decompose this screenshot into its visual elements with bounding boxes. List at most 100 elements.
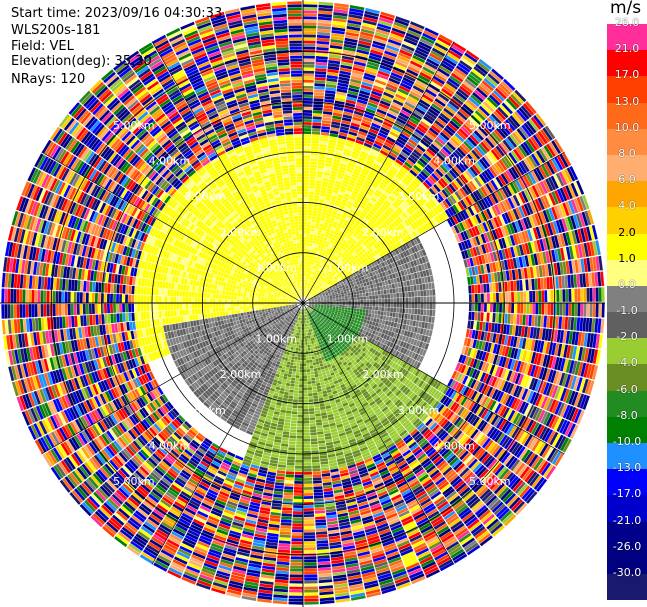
velocity-gate <box>306 230 311 234</box>
velocity-gate <box>490 179 499 191</box>
velocity-gate <box>512 91 525 104</box>
velocity-gate <box>303 28 317 32</box>
velocity-gate <box>385 265 390 271</box>
velocity-gate <box>484 341 489 352</box>
velocity-gate <box>310 295 313 298</box>
velocity-gate <box>495 176 504 188</box>
velocity-gate <box>454 214 462 223</box>
velocity-gate <box>457 88 470 99</box>
velocity-gate <box>493 162 503 174</box>
velocity-gate <box>309 270 312 274</box>
velocity-gate <box>329 276 334 281</box>
velocity-gate <box>368 324 372 329</box>
velocity-gate <box>350 75 363 82</box>
velocity-gate <box>323 296 327 299</box>
velocity-gate <box>393 307 397 313</box>
velocity-gate <box>548 236 554 250</box>
velocity-gate <box>487 219 495 230</box>
velocity-gate <box>531 278 535 290</box>
velocity-gate <box>535 132 546 146</box>
velocity-gate <box>446 218 454 227</box>
velocity-gate <box>416 327 421 334</box>
velocity-gate <box>342 49 356 55</box>
velocity-gate <box>463 230 469 240</box>
velocity-gate <box>471 266 476 276</box>
velocity-gate <box>554 343 560 356</box>
velocity-gate <box>403 319 408 325</box>
velocity-gate <box>576 197 584 212</box>
velocity-gate <box>315 272 318 276</box>
velocity-gate <box>414 303 418 309</box>
velocity-gate <box>373 275 378 280</box>
velocity-gate <box>522 314 526 326</box>
velocity-gate <box>314 297 318 300</box>
velocity-gate <box>472 215 479 225</box>
velocity-gate <box>499 201 507 213</box>
velocity-gate <box>314 306 318 308</box>
velocity-gate <box>571 303 575 317</box>
velocity-gate <box>407 120 418 128</box>
velocity-gate <box>491 164 500 176</box>
velocity-gate <box>304 291 306 295</box>
velocity-gate <box>365 231 371 237</box>
velocity-gate <box>319 288 323 291</box>
velocity-gate <box>583 242 589 257</box>
velocity-gate <box>468 285 472 294</box>
velocity-gate <box>332 294 336 297</box>
velocity-gate <box>347 251 352 256</box>
velocity-gate <box>400 166 409 174</box>
velocity-gate <box>442 175 451 185</box>
velocity-gate <box>366 327 371 333</box>
velocity-gate <box>579 317 584 332</box>
velocity-gate <box>511 132 522 145</box>
velocity-gate <box>303 218 308 222</box>
velocity-gate <box>510 280 514 292</box>
velocity-gate <box>495 145 505 157</box>
velocity-gate <box>365 323 369 328</box>
velocity-gate <box>309 294 312 297</box>
velocity-gate <box>480 264 485 274</box>
velocity-gate <box>422 168 431 177</box>
velocity-gate <box>505 98 518 111</box>
velocity-gate <box>541 290 545 302</box>
velocity-gate <box>327 312 331 315</box>
velocity-gate <box>576 377 583 392</box>
velocity-gate <box>544 264 549 277</box>
velocity-gate <box>303 22 317 26</box>
velocity-gate <box>404 210 411 217</box>
velocity-gate <box>365 7 380 14</box>
velocity-gate <box>428 108 439 117</box>
velocity-gate <box>362 289 366 294</box>
velocity-gate <box>343 256 348 261</box>
velocity-gate <box>315 62 328 66</box>
velocity-gate <box>383 91 395 99</box>
velocity-gate <box>342 286 346 290</box>
velocity-gate <box>316 250 320 255</box>
velocity-gate <box>424 322 428 329</box>
velocity-gate <box>322 175 330 179</box>
velocity-gate <box>398 168 407 176</box>
velocity-gate <box>335 199 342 205</box>
velocity-gate <box>366 303 370 307</box>
velocity-gate <box>314 299 318 302</box>
velocity-gate <box>487 293 490 303</box>
velocity-gate <box>374 322 379 327</box>
velocity-gate <box>507 117 518 130</box>
velocity-gate <box>556 329 561 343</box>
velocity-gate <box>330 170 338 175</box>
velocity-gate <box>426 148 436 157</box>
velocity-gate <box>430 124 441 134</box>
velocity-gate <box>549 276 553 289</box>
velocity-gate <box>360 230 366 236</box>
velocity-gate <box>345 300 348 303</box>
velocity-gate <box>488 207 496 218</box>
velocity-gate <box>349 156 358 162</box>
velocity-gate <box>393 235 399 242</box>
velocity-gate <box>374 278 379 284</box>
velocity-gate <box>326 294 329 297</box>
velocity-gate <box>451 226 457 235</box>
velocity-gate <box>553 329 558 342</box>
velocity-gate <box>533 151 543 165</box>
velocity-gate <box>409 194 417 202</box>
velocity-gate <box>365 289 369 293</box>
